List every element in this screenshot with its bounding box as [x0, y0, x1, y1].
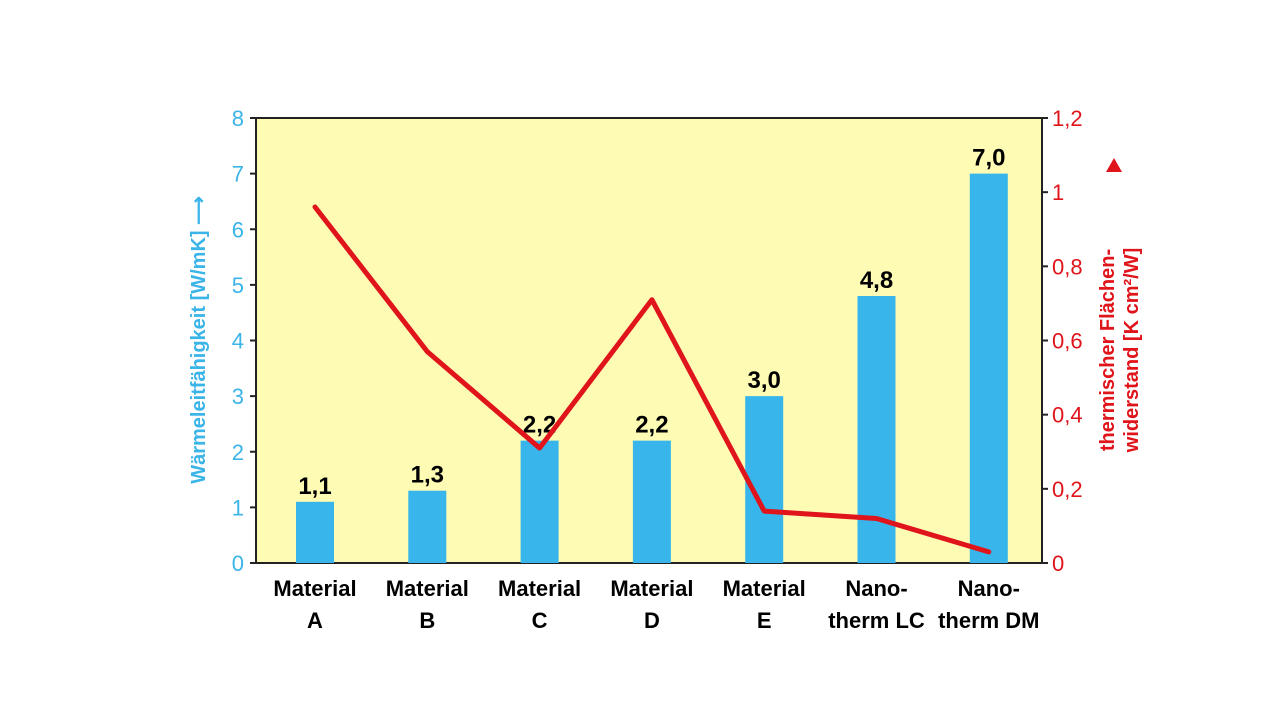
category-label-1-line2: B — [419, 608, 435, 633]
category-label-4-line1: Material — [723, 576, 806, 601]
left-tick-label-1: 1 — [232, 495, 244, 520]
left-tick-label-3: 3 — [232, 384, 244, 409]
left-axis-title: Wärmeleitfähigkeit [W/mK] ⟶ — [188, 196, 210, 484]
right-tick-label-6: 1,2 — [1052, 106, 1083, 131]
bar-0 — [296, 501, 334, 563]
category-label-6-line2: therm DM — [938, 608, 1039, 633]
left-tick-label-6: 6 — [232, 217, 244, 242]
right-tick-label-2: 0,4 — [1052, 403, 1083, 428]
line-series-resistance — [312, 204, 992, 555]
category-label-1-line1: Material — [386, 576, 469, 601]
left-tick-label-4: 4 — [232, 329, 244, 354]
category-labels: Material A Material B Material C Material D Mate… — [273, 576, 1039, 633]
left-tick-label-8: 8 — [232, 106, 244, 131]
left-axis-label: Wärmeleitfähigkeit [W/mK] ⟶ — [188, 196, 210, 484]
bar-2 — [520, 440, 559, 563]
data-label-0: 1,1 — [298, 473, 331, 500]
category-label-0-line2: A — [307, 608, 323, 633]
right-tick-label-3: 0,6 — [1052, 329, 1083, 354]
category-label-6-line1: Nano- — [958, 576, 1020, 601]
bars-group — [296, 173, 1008, 563]
data-label-4: 3,0 — [748, 367, 781, 394]
bar-4 — [745, 396, 784, 563]
right-axis-label-line1: thermischer Flächen- — [1097, 249, 1119, 451]
left-tick-label-7: 7 — [232, 162, 244, 187]
category-label-0-line1: Material — [273, 576, 356, 601]
data-label-1: 1,3 — [411, 462, 444, 489]
right-tick-label-1: 0,2 — [1052, 477, 1083, 502]
data-label-3: 2,2 — [635, 412, 668, 439]
right-tick-label-4: 0,8 — [1052, 254, 1083, 279]
bar-6 — [969, 173, 1008, 563]
category-label-2-line2: C — [532, 608, 548, 633]
right-tick-label-0: 0 — [1052, 551, 1064, 576]
bar-3 — [632, 440, 671, 563]
right-tick-label-5: 1 — [1052, 180, 1064, 205]
category-label-3-line1: Material — [610, 576, 693, 601]
category-label-5-line1: Nano- — [845, 576, 907, 601]
right-axis-arrow-icon — [1106, 158, 1122, 172]
bar-1 — [408, 490, 447, 563]
category-label-5-line2: therm LC — [828, 608, 925, 633]
category-label-3-line2: D — [644, 608, 660, 633]
category-label-4-line2: E — [757, 608, 772, 633]
left-tick-label-5: 5 — [232, 273, 244, 298]
data-labels-group: 1,1 1,32,2 2,23,04,87,0 — [298, 145, 1005, 500]
right-axis-title: thermischer Flächen- widerstand [K cm²/W… — [1097, 248, 1143, 453]
right-axis-label-line2: widerstand [K cm²/W] — [1121, 248, 1143, 453]
data-label-6: 7,0 — [972, 145, 1005, 172]
data-label-5: 4,8 — [860, 267, 893, 294]
left-axis-ticks: 0 1 2 3 4 5 6 7 8 — [232, 106, 256, 576]
left-tick-label-0: 0 — [232, 551, 244, 576]
left-tick-label-2: 2 — [232, 440, 244, 465]
right-axis-ticks: 0 0,2 0,4 0,6 0,8 1 1,2 — [1042, 106, 1083, 576]
category-label-2-line1: Material — [498, 576, 581, 601]
